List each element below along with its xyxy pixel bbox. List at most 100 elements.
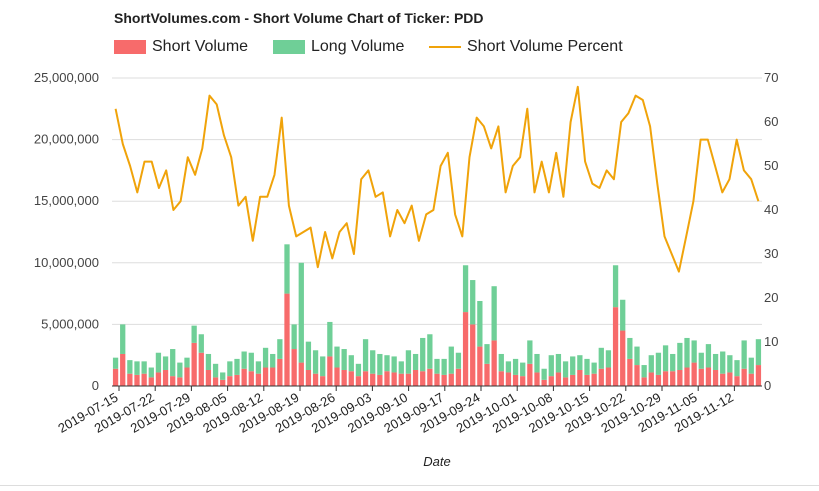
bar-short-volume — [491, 340, 497, 386]
bar-long-volume — [327, 321, 333, 357]
bar-long-volume — [155, 352, 162, 373]
bar-long-volume — [448, 346, 454, 374]
bar-short-volume — [284, 293, 290, 386]
bar-short-volume — [270, 367, 276, 386]
legend-item-long-volume[interactable]: Long Volume — [273, 37, 404, 57]
bar-short-volume — [727, 372, 733, 386]
bar-short-volume — [712, 369, 719, 386]
bar-short-volume — [534, 372, 540, 386]
bar-long-volume — [434, 358, 440, 374]
bar-long-volume — [562, 361, 569, 378]
bar-long-volume — [412, 353, 419, 370]
bar-short-volume — [420, 371, 426, 386]
bar-short-volume — [184, 367, 190, 386]
y-tick-label: 10,000,000 — [34, 255, 99, 270]
bar-long-volume — [520, 362, 526, 377]
bar-short-volume — [191, 342, 197, 386]
bar-long-volume — [727, 355, 733, 373]
bar-long-volume — [698, 352, 704, 369]
bar-short-volume — [341, 369, 347, 386]
bar-long-volume — [120, 324, 126, 354]
bar-long-volume — [227, 361, 233, 377]
y2-tick-label: 40 — [764, 202, 778, 217]
bar-short-volume — [227, 376, 233, 386]
bar-short-volume — [477, 346, 483, 386]
bar-long-volume — [677, 342, 683, 370]
bar-short-volume — [612, 307, 619, 386]
bar-short-volume — [162, 369, 169, 386]
bar-long-volume — [634, 346, 640, 366]
bar-long-volume — [541, 368, 547, 380]
bar-long-volume — [184, 357, 190, 368]
bar-short-volume — [298, 362, 304, 386]
bar-short-volume — [484, 363, 490, 386]
y-tick-label: 25,000,000 — [34, 70, 99, 85]
bar-long-volume — [248, 352, 254, 372]
bar-long-volume — [662, 345, 669, 372]
bar-long-volume — [255, 361, 262, 374]
bar-long-volume — [512, 358, 519, 375]
bar-short-volume — [455, 368, 462, 386]
bar-short-volume — [248, 371, 254, 386]
bar-short-volume — [462, 312, 469, 386]
bar-long-volume — [277, 339, 283, 359]
bar-long-volume — [684, 337, 690, 368]
bar-long-volume — [441, 358, 447, 375]
bar-short-volume — [198, 352, 204, 386]
bar-short-volume — [377, 374, 383, 386]
y2-tick-label: 60 — [764, 114, 778, 129]
legend-item-short-volume[interactable]: Short Volume — [114, 37, 248, 57]
legend-item-short-volume-percent[interactable]: Short Volume Percent — [429, 37, 623, 57]
bar-short-volume — [262, 367, 269, 386]
bar-short-volume — [334, 367, 340, 386]
bar-short-volume — [605, 367, 612, 386]
bar-short-volume — [405, 373, 412, 386]
bar-short-volume — [705, 367, 712, 386]
bar-long-volume — [334, 346, 340, 368]
bar-long-volume — [734, 360, 740, 377]
bar-short-volume — [427, 368, 433, 386]
bar-long-volume — [220, 372, 226, 380]
bar-long-volume — [384, 355, 390, 372]
bar-short-volume — [648, 372, 654, 386]
bar-short-volume — [548, 376, 554, 386]
bar-long-volume — [648, 355, 654, 373]
bar-short-volume — [755, 365, 762, 386]
bar-short-volume — [155, 372, 162, 386]
bar-short-volume — [234, 374, 240, 386]
bar-short-volume — [677, 369, 683, 386]
bar-short-volume — [391, 372, 397, 386]
line-short-volume-percent — [114, 85, 760, 273]
bar-long-volume — [391, 356, 397, 373]
bar-long-volume — [298, 262, 304, 363]
bar-long-volume — [370, 350, 376, 374]
bar-long-volume — [377, 353, 383, 375]
bar-long-volume — [641, 365, 647, 378]
y2-tick-label: 50 — [764, 158, 778, 173]
bar-short-volume — [498, 371, 504, 386]
divider — [0, 485, 819, 486]
bar-long-volume — [141, 361, 147, 374]
bar-long-volume — [748, 357, 754, 374]
y2-tick-label: 30 — [764, 246, 778, 261]
bar-short-volume — [212, 377, 219, 386]
bar-long-volume — [420, 337, 426, 372]
bar-short-volume — [720, 373, 726, 386]
bar-short-volume — [541, 379, 547, 386]
bar-short-volume — [505, 372, 512, 386]
bar-long-volume — [205, 353, 212, 370]
bar-long-volume — [127, 360, 133, 374]
bar-short-volume — [584, 374, 590, 386]
bar-long-volume — [362, 339, 369, 372]
bar-long-volume — [162, 356, 169, 370]
bar-long-volume — [712, 353, 719, 370]
bar-short-volume — [741, 368, 747, 386]
bar-short-volume — [327, 356, 333, 386]
bar-short-volume — [670, 371, 676, 386]
bar-long-volume — [527, 340, 533, 364]
bar-short-volume — [320, 376, 326, 386]
bar-short-volume — [177, 377, 183, 386]
bar-long-volume — [484, 344, 490, 364]
bar-series — [112, 244, 762, 386]
bar-long-volume — [548, 355, 554, 377]
